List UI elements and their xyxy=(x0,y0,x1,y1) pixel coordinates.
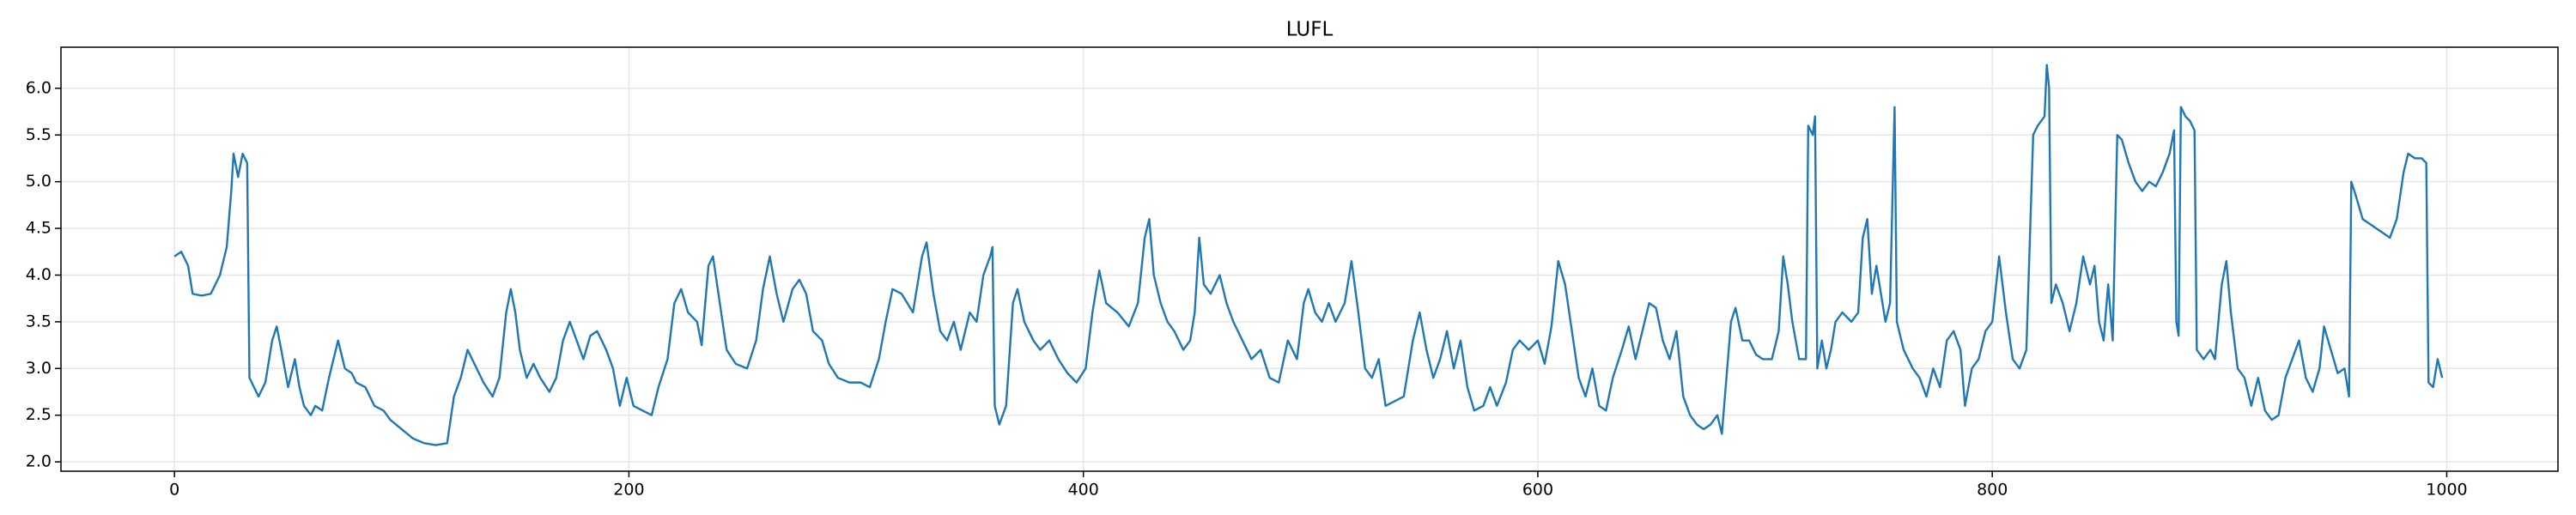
line-series xyxy=(173,64,2444,446)
plot-frame xyxy=(60,46,2559,472)
y-tick-label: 4.5 xyxy=(26,219,52,238)
x-tick-label: 200 xyxy=(613,481,644,500)
y-tick-label: 3.5 xyxy=(26,312,52,330)
x-tick-label: 400 xyxy=(1068,481,1099,500)
x-tick-label: 800 xyxy=(1977,481,2008,500)
y-tick-label: 4.0 xyxy=(26,265,52,284)
y-tick-label: 3.0 xyxy=(26,359,52,378)
y-tick-label: 2.5 xyxy=(26,405,52,424)
chart-title: LUFL xyxy=(1286,19,1334,41)
y-tick-label: 5.0 xyxy=(26,172,52,191)
y-tick-label: 2.0 xyxy=(26,452,52,471)
y-tick-label: 5.5 xyxy=(26,125,52,144)
x-tick-label: 1000 xyxy=(2426,481,2467,500)
y-tick-label: 6.0 xyxy=(26,78,52,97)
x-tick-label: 0 xyxy=(169,481,179,500)
x-tick-label: 600 xyxy=(1522,481,1553,500)
